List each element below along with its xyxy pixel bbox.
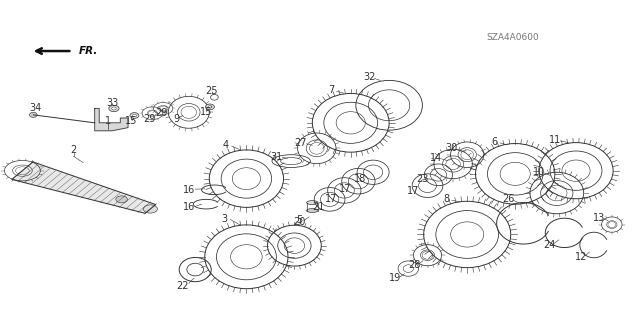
Text: 28: 28	[408, 260, 421, 271]
Text: 3: 3	[221, 213, 227, 224]
Text: 32: 32	[364, 72, 376, 82]
Text: 21: 21	[312, 202, 325, 212]
Text: 16: 16	[182, 202, 195, 212]
Text: 20: 20	[293, 217, 306, 227]
Ellipse shape	[307, 201, 318, 204]
Ellipse shape	[208, 106, 212, 108]
Text: 31: 31	[270, 152, 283, 162]
Polygon shape	[95, 108, 128, 131]
Text: 23: 23	[416, 174, 429, 184]
Text: 27: 27	[294, 138, 307, 148]
Ellipse shape	[132, 114, 136, 117]
Polygon shape	[12, 162, 156, 213]
Text: 8: 8	[444, 194, 450, 204]
Text: 17: 17	[325, 194, 338, 204]
Text: 17: 17	[339, 184, 352, 194]
Text: 14: 14	[430, 153, 443, 163]
Text: 30: 30	[445, 143, 458, 153]
Text: 34: 34	[29, 103, 42, 114]
Text: 5: 5	[296, 215, 303, 225]
Text: 22: 22	[176, 280, 189, 291]
Text: 12: 12	[575, 252, 588, 262]
Text: 29: 29	[143, 114, 156, 124]
Text: 19: 19	[388, 273, 401, 283]
Text: 18: 18	[353, 174, 366, 184]
Text: 9: 9	[173, 114, 179, 124]
Ellipse shape	[130, 113, 139, 118]
Ellipse shape	[29, 112, 37, 117]
Text: 15: 15	[125, 116, 138, 126]
Ellipse shape	[205, 104, 214, 110]
Text: 4: 4	[222, 140, 228, 150]
Ellipse shape	[109, 105, 119, 112]
Text: 13: 13	[593, 212, 605, 223]
Text: 17: 17	[406, 186, 419, 197]
Text: 26: 26	[502, 194, 515, 204]
Text: SZA4A0600: SZA4A0600	[486, 33, 539, 42]
Text: FR.: FR.	[79, 46, 98, 56]
Text: 33: 33	[106, 98, 118, 108]
Ellipse shape	[143, 205, 157, 213]
Text: 29: 29	[155, 108, 168, 118]
Text: 15: 15	[200, 107, 212, 117]
Text: 24: 24	[543, 240, 556, 250]
Text: 25: 25	[205, 86, 218, 96]
Text: 16: 16	[182, 185, 195, 195]
Text: 6: 6	[492, 137, 498, 147]
Ellipse shape	[116, 196, 127, 203]
Text: 11: 11	[549, 135, 562, 145]
Text: 1: 1	[104, 116, 111, 126]
Text: 7: 7	[328, 85, 335, 95]
Text: 10: 10	[532, 167, 545, 177]
Ellipse shape	[307, 209, 318, 212]
Ellipse shape	[111, 107, 116, 110]
Ellipse shape	[104, 128, 111, 130]
Text: 2: 2	[70, 145, 77, 155]
